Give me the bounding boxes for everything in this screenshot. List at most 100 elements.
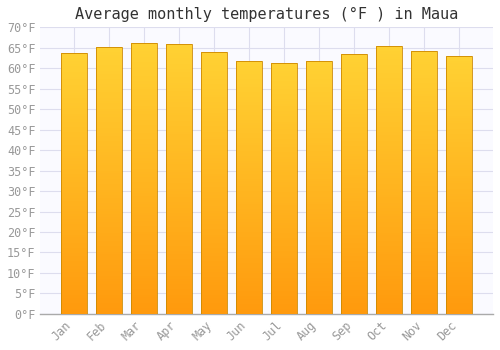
Bar: [96, 281, 122, 284]
Bar: [376, 54, 402, 57]
Bar: [236, 245, 262, 247]
Bar: [411, 51, 438, 54]
Bar: [306, 255, 332, 258]
Bar: [446, 178, 472, 181]
Bar: [96, 289, 122, 292]
Bar: [96, 300, 122, 303]
Bar: [236, 158, 262, 161]
Bar: [306, 125, 332, 128]
Bar: [131, 218, 157, 221]
Bar: [411, 256, 438, 258]
Bar: [306, 87, 332, 89]
Bar: [446, 173, 472, 176]
Bar: [61, 306, 87, 309]
Bar: [376, 132, 402, 135]
Bar: [446, 204, 472, 207]
Bar: [376, 208, 402, 211]
Bar: [201, 142, 228, 145]
Bar: [446, 257, 472, 259]
Bar: [446, 56, 472, 314]
Bar: [306, 283, 332, 286]
Bar: [131, 92, 157, 95]
Title: Average monthly temperatures (°F ) in Maua: Average monthly temperatures (°F ) in Ma…: [75, 7, 458, 22]
Bar: [236, 227, 262, 230]
Bar: [131, 273, 157, 275]
Bar: [96, 193, 122, 195]
Bar: [306, 189, 332, 191]
Bar: [306, 278, 332, 281]
Bar: [271, 236, 297, 238]
Bar: [131, 257, 157, 259]
Bar: [306, 268, 332, 271]
Bar: [236, 217, 262, 219]
Bar: [376, 121, 402, 124]
Bar: [61, 232, 87, 235]
Bar: [376, 94, 402, 97]
Bar: [236, 212, 262, 214]
Bar: [446, 202, 472, 204]
Bar: [271, 306, 297, 309]
Bar: [306, 309, 332, 312]
Bar: [61, 143, 87, 145]
Bar: [201, 110, 228, 113]
Bar: [166, 251, 192, 254]
Bar: [131, 70, 157, 73]
Bar: [271, 268, 297, 271]
Bar: [306, 122, 332, 125]
Bar: [411, 83, 438, 85]
Bar: [411, 208, 438, 210]
Bar: [166, 69, 192, 72]
Bar: [271, 243, 297, 246]
Bar: [411, 303, 438, 306]
Bar: [341, 127, 367, 130]
Bar: [131, 215, 157, 218]
Bar: [271, 294, 297, 296]
Bar: [446, 262, 472, 264]
Bar: [61, 53, 87, 314]
Bar: [341, 232, 367, 235]
Bar: [61, 309, 87, 311]
Bar: [446, 254, 472, 257]
Bar: [271, 94, 297, 96]
Bar: [61, 188, 87, 190]
Bar: [166, 88, 192, 91]
Bar: [61, 230, 87, 232]
Bar: [341, 204, 367, 206]
Bar: [446, 82, 472, 84]
Bar: [271, 266, 297, 268]
Bar: [341, 83, 367, 85]
Bar: [96, 165, 122, 168]
Bar: [96, 252, 122, 254]
Bar: [271, 144, 297, 147]
Bar: [306, 312, 332, 314]
Bar: [446, 251, 472, 254]
Bar: [411, 157, 438, 160]
Bar: [61, 182, 87, 185]
Bar: [236, 128, 262, 130]
Bar: [341, 62, 367, 64]
Bar: [341, 303, 367, 306]
Bar: [271, 263, 297, 266]
Bar: [376, 151, 402, 154]
Bar: [271, 114, 297, 117]
Bar: [306, 163, 332, 166]
Bar: [131, 119, 157, 122]
Bar: [271, 167, 297, 170]
Bar: [166, 191, 192, 194]
Bar: [341, 280, 367, 282]
Bar: [341, 141, 367, 143]
Bar: [411, 306, 438, 309]
Bar: [236, 107, 262, 110]
Bar: [131, 73, 157, 76]
Bar: [201, 79, 228, 81]
Bar: [61, 172, 87, 174]
Bar: [376, 257, 402, 260]
Bar: [376, 205, 402, 208]
Bar: [446, 293, 472, 296]
Bar: [131, 251, 157, 254]
Bar: [376, 130, 402, 132]
Bar: [341, 114, 367, 117]
Bar: [96, 176, 122, 179]
Bar: [341, 264, 367, 267]
Bar: [271, 281, 297, 284]
